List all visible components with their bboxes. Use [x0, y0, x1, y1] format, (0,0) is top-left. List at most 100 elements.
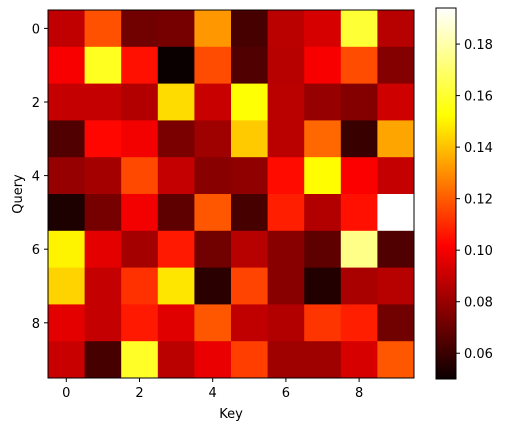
heatmap-cell [231, 267, 269, 305]
heatmap-cell [194, 304, 232, 342]
heatmap-cell [157, 10, 195, 48]
plot-frame [47, 9, 415, 379]
heatmap-cell [84, 10, 122, 48]
heatmap-cell [231, 341, 269, 379]
x-tick-label: 0 [62, 386, 70, 401]
heatmap-cell [48, 194, 86, 232]
heatmap-cell [340, 10, 378, 48]
heatmap-cell [194, 341, 232, 379]
heatmap-cell [340, 267, 378, 305]
y-tick-label: 2 [32, 96, 40, 111]
x-tick-label: 6 [282, 386, 290, 401]
heatmap-cells [48, 10, 415, 379]
heatmap-cell [267, 157, 305, 195]
colorbar-tick-label: 0.10 [464, 244, 493, 259]
colorbar-tick-label: 0.14 [464, 141, 493, 156]
heatmap-cell [157, 120, 195, 158]
heatmap-cell [121, 46, 159, 85]
heatmap-cell [194, 194, 232, 232]
heatmap-cell [340, 230, 378, 269]
heatmap-cell [267, 230, 305, 269]
x-axis-label: Key [219, 407, 243, 422]
heatmap-cell [340, 157, 378, 195]
heatmap-cell [377, 304, 415, 342]
heatmap-cell [340, 304, 378, 342]
heatmap-cell [48, 267, 86, 305]
heatmap-cell [304, 267, 342, 305]
heatmap-cell [84, 46, 122, 85]
heatmap-cell [48, 120, 86, 158]
heatmap-cell [121, 267, 159, 305]
heatmap-cell [84, 157, 122, 195]
heatmap-cell [194, 157, 232, 195]
heatmap-cell [377, 267, 415, 305]
heatmap-cell [304, 83, 342, 121]
heatmap-cell [340, 83, 378, 121]
heatmap-cell [121, 10, 159, 48]
heatmap-cell [231, 83, 269, 121]
heatmap-cell [84, 194, 122, 232]
heatmap-cell [377, 10, 415, 48]
heatmap-cell [121, 157, 159, 195]
colorbar-tick-label: 0.18 [464, 38, 493, 53]
colorbar-tick-label: 0.06 [464, 347, 493, 362]
heatmap-cell [267, 194, 305, 232]
heatmap-cell [194, 120, 232, 158]
heatmap-cell [121, 83, 159, 121]
heatmap-cell [304, 120, 342, 158]
heatmap-cell [157, 83, 195, 121]
heatmap-cell [84, 230, 122, 269]
heatmap-cell [231, 194, 269, 232]
heatmap-cell [304, 341, 342, 379]
x-tick-label: 2 [135, 386, 143, 401]
heatmap-cell [48, 10, 86, 48]
heatmap-cell [377, 120, 415, 158]
heatmap-cell [304, 194, 342, 232]
heatmap-cell [340, 194, 378, 232]
heatmap-cell [377, 157, 415, 195]
heatmap-cell [340, 46, 378, 85]
heatmap-cell [231, 304, 269, 342]
heatmap-cell [48, 230, 86, 269]
colorbar-tick-label: 0.08 [464, 296, 493, 311]
y-tick-label: 6 [32, 243, 40, 258]
heatmap-cell [84, 120, 122, 158]
heatmap-cell [157, 267, 195, 305]
heatmap-cell [121, 304, 159, 342]
y-tick-label: 4 [32, 170, 40, 185]
heatmap-cell [267, 46, 305, 85]
heatmap-cell [267, 83, 305, 121]
heatmap-cell [157, 230, 195, 269]
heatmap-cell [194, 230, 232, 269]
heatmap-cell [48, 83, 86, 121]
heatmap-cell [48, 157, 86, 195]
heatmap-cell [267, 120, 305, 158]
heatmap-cell [121, 194, 159, 232]
heatmap-cell [267, 304, 305, 342]
heatmap-cell [84, 267, 122, 305]
heatmap-cell [377, 83, 415, 121]
heatmap-cell [267, 341, 305, 379]
heatmap-cell [48, 46, 86, 85]
x-tick-label: 4 [209, 386, 217, 401]
heatmap-cell [377, 341, 415, 379]
colorbar-ticks: 0.06 0.08 0.10 0.12 0.14 0.16 0.18 [456, 38, 493, 362]
heatmap-cell [157, 157, 195, 195]
heatmap-cell [231, 46, 269, 85]
colorbar-tick-label: 0.12 [464, 193, 493, 208]
heatmap-cell [231, 120, 269, 158]
heatmap-cell [157, 304, 195, 342]
heatmap-cell [304, 230, 342, 269]
heatmap-cell [304, 10, 342, 48]
heatmap-cell [304, 304, 342, 342]
heatmap-cell [194, 10, 232, 48]
heatmap-cell [377, 230, 415, 269]
heatmap-cell [267, 267, 305, 305]
heatmap-cell [121, 120, 159, 158]
heatmap-cell [377, 194, 415, 232]
heatmap-cell [84, 304, 122, 342]
heatmap-cell [48, 341, 86, 379]
heatmap-cell [231, 157, 269, 195]
